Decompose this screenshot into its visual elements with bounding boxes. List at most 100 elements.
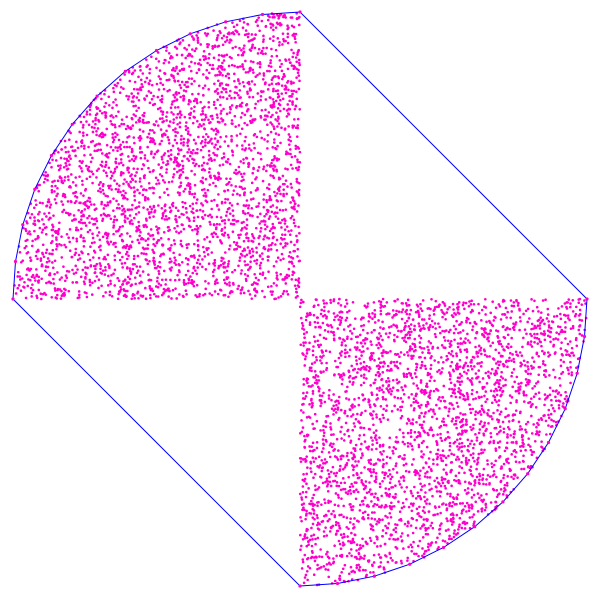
data-point	[489, 501, 493, 504]
data-point	[308, 369, 312, 372]
data-point	[322, 309, 326, 313]
data-point	[454, 419, 458, 423]
data-point	[167, 61, 171, 64]
data-point	[472, 513, 476, 516]
data-point	[168, 228, 171, 232]
data-point	[125, 294, 128, 298]
data-point	[265, 169, 268, 173]
data-point	[407, 505, 411, 509]
data-point	[173, 138, 177, 142]
data-point	[51, 158, 54, 162]
data-point	[484, 313, 487, 316]
data-point	[241, 249, 245, 253]
data-point	[297, 194, 301, 197]
data-point	[193, 105, 196, 109]
data-point	[235, 144, 239, 147]
data-point	[440, 356, 443, 359]
data-point	[144, 196, 147, 199]
data-point	[40, 264, 44, 268]
data-point	[55, 297, 59, 300]
data-point	[296, 160, 299, 164]
data-point	[227, 64, 231, 68]
data-point	[295, 135, 299, 138]
data-point	[120, 204, 124, 208]
data-point	[217, 58, 220, 62]
data-point	[350, 415, 353, 418]
data-point	[128, 214, 132, 217]
data-point	[388, 537, 391, 541]
data-point	[133, 296, 136, 300]
data-point	[138, 191, 141, 195]
data-point	[46, 178, 49, 182]
data-point	[463, 504, 467, 508]
data-point	[258, 264, 262, 267]
data-point	[501, 325, 505, 329]
data-point	[249, 149, 253, 152]
data-point	[198, 292, 201, 296]
data-point	[217, 65, 221, 68]
data-point	[254, 75, 258, 78]
data-point	[240, 101, 244, 105]
data-point	[248, 249, 252, 253]
data-point	[361, 345, 365, 348]
data-point	[461, 342, 464, 345]
data-point	[287, 229, 290, 233]
data-point	[432, 389, 436, 393]
data-point	[178, 174, 182, 178]
data-point	[536, 342, 540, 345]
data-point	[462, 340, 466, 344]
data-point	[168, 120, 172, 123]
data-point	[564, 320, 567, 324]
data-point	[243, 255, 247, 258]
data-point	[185, 48, 189, 51]
data-point	[421, 485, 424, 488]
data-point	[130, 283, 134, 286]
data-point	[118, 145, 122, 149]
data-point	[377, 367, 381, 371]
data-point	[419, 307, 423, 310]
data-point	[205, 76, 208, 79]
data-point	[256, 100, 260, 103]
data-point	[183, 83, 186, 87]
data-point	[447, 330, 451, 334]
data-point	[160, 155, 164, 159]
data-point	[187, 44, 191, 47]
data-point	[457, 528, 460, 531]
data-point	[56, 179, 60, 183]
data-point	[123, 220, 127, 224]
data-point	[210, 215, 214, 219]
data-point	[143, 97, 146, 100]
data-point	[295, 60, 299, 64]
data-point	[316, 523, 319, 527]
data-point	[247, 165, 250, 168]
data-point	[132, 104, 135, 108]
data-point	[250, 239, 253, 243]
data-point	[507, 461, 510, 465]
data-point	[466, 397, 470, 401]
data-point	[190, 82, 193, 86]
data-point	[269, 26, 273, 29]
data-point	[28, 256, 32, 259]
data-point	[175, 220, 178, 224]
data-point	[53, 272, 56, 276]
data-point	[161, 117, 164, 120]
data-point	[276, 211, 279, 215]
data-point	[82, 236, 85, 240]
data-point	[97, 183, 101, 186]
data-point	[276, 144, 279, 148]
data-point	[329, 330, 333, 334]
data-point	[181, 223, 184, 227]
data-point	[35, 296, 39, 300]
data-point	[537, 337, 541, 341]
data-point	[231, 150, 234, 154]
data-point	[352, 523, 355, 526]
data-point	[273, 212, 276, 215]
data-point	[107, 262, 110, 266]
data-point	[180, 67, 184, 71]
data-point	[405, 312, 409, 316]
data-point	[203, 127, 206, 130]
data-point	[65, 168, 69, 171]
data-point	[132, 254, 136, 258]
data-point	[37, 212, 40, 216]
data-point	[514, 323, 517, 326]
